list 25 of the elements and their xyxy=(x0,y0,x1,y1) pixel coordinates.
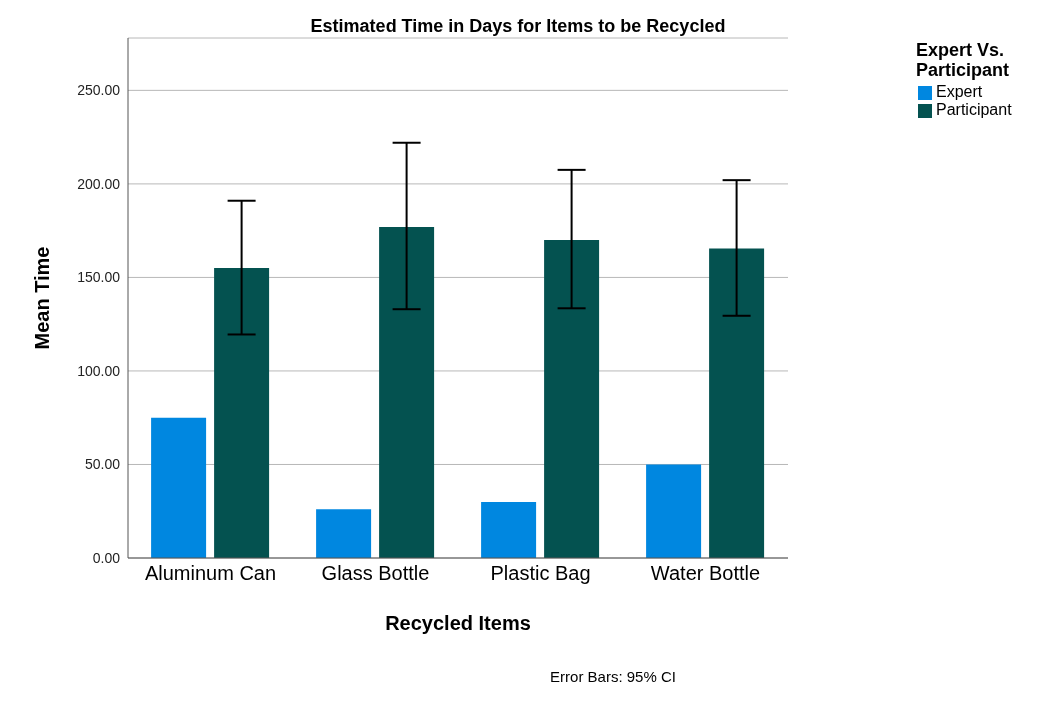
bar xyxy=(646,464,702,558)
x-tick-label: Glass Bottle xyxy=(321,562,430,585)
bar xyxy=(214,268,270,558)
y-tick-label: 50.00 xyxy=(84,456,121,473)
text: Error Bars: 95% CI xyxy=(549,668,677,685)
x-tick-label: Plastic Bag xyxy=(490,562,591,585)
y-tick-label: 250.00 xyxy=(77,82,121,99)
bar xyxy=(709,248,765,558)
y-tick-label: 200.00 xyxy=(77,175,121,192)
legend-label: Expert xyxy=(936,83,983,100)
bar xyxy=(316,509,372,558)
x-axis-title: Recycled Items xyxy=(385,612,531,634)
legend-title: Expert Vs. Participant xyxy=(916,40,1011,80)
y-tick-label: 100.00 xyxy=(77,362,121,379)
legend-label: Participant xyxy=(936,101,1012,118)
y-axis-title: Mean Time xyxy=(31,246,54,350)
y-tick-label: 150.00 xyxy=(77,269,121,286)
bar xyxy=(379,226,435,558)
bar xyxy=(481,501,537,558)
x-tick-label: Aluminum Can xyxy=(144,562,277,585)
x-tick-label: Water Bottle xyxy=(650,562,761,585)
bar xyxy=(544,240,600,558)
y-tick-label: 0.00 xyxy=(92,549,121,566)
chart-title: Estimated Time in Days for Items to be Recycled xyxy=(309,16,727,37)
bar xyxy=(151,417,207,558)
